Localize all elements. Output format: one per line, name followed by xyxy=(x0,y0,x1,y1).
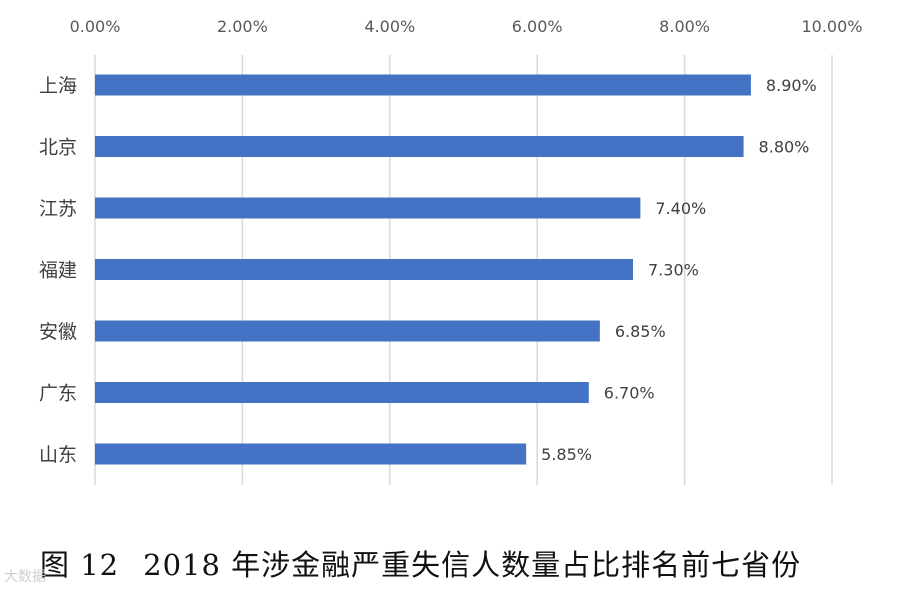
x-tick-label: 2.00% xyxy=(217,17,268,36)
data-label: 6.85% xyxy=(615,322,666,341)
data-labels: 8.90% 8.80% 7.40% 7.30% 6.85% 6.70% 5.85% xyxy=(541,76,817,464)
bars xyxy=(95,74,751,465)
x-tick-label: 4.00% xyxy=(364,17,415,36)
data-label: 7.30% xyxy=(648,261,699,280)
data-label: 8.80% xyxy=(759,138,810,157)
category-label: 上海 xyxy=(39,75,77,97)
category-label: 福建 xyxy=(39,260,77,282)
data-label: 8.90% xyxy=(766,76,817,95)
figure-number: 图 12 xyxy=(40,548,120,582)
data-label: 5.85% xyxy=(541,445,592,464)
x-tick-label: 6.00% xyxy=(512,17,563,36)
category-label: 广东 xyxy=(39,383,77,405)
bar xyxy=(95,259,634,280)
category-label: 山东 xyxy=(39,444,77,466)
category-label: 安徽 xyxy=(39,321,77,343)
bar xyxy=(95,320,600,342)
bar xyxy=(95,136,744,157)
x-tick-label: 10.00% xyxy=(801,17,862,36)
x-axis-ticks: 0.00% 2.00% 4.00% 6.00% 8.00% 10.00% xyxy=(70,17,863,36)
category-label: 北京 xyxy=(39,137,77,159)
x-tick-label: 0.00% xyxy=(70,17,121,36)
bar xyxy=(95,382,589,403)
data-label: 6.70% xyxy=(604,384,655,403)
figure-title: 2018 年涉金融严重失信人数量占比排名前七省份 xyxy=(143,548,802,582)
figure-caption: 图 12 2018 年涉金融严重失信人数量占比排名前七省份 xyxy=(40,542,900,584)
bar xyxy=(95,443,527,465)
bar xyxy=(95,197,641,219)
x-tick-label: 8.00% xyxy=(659,17,710,36)
bar xyxy=(95,74,751,96)
category-label: 江苏 xyxy=(39,198,77,220)
watermark: 大数据 xyxy=(4,569,46,585)
data-label: 7.40% xyxy=(655,199,706,218)
